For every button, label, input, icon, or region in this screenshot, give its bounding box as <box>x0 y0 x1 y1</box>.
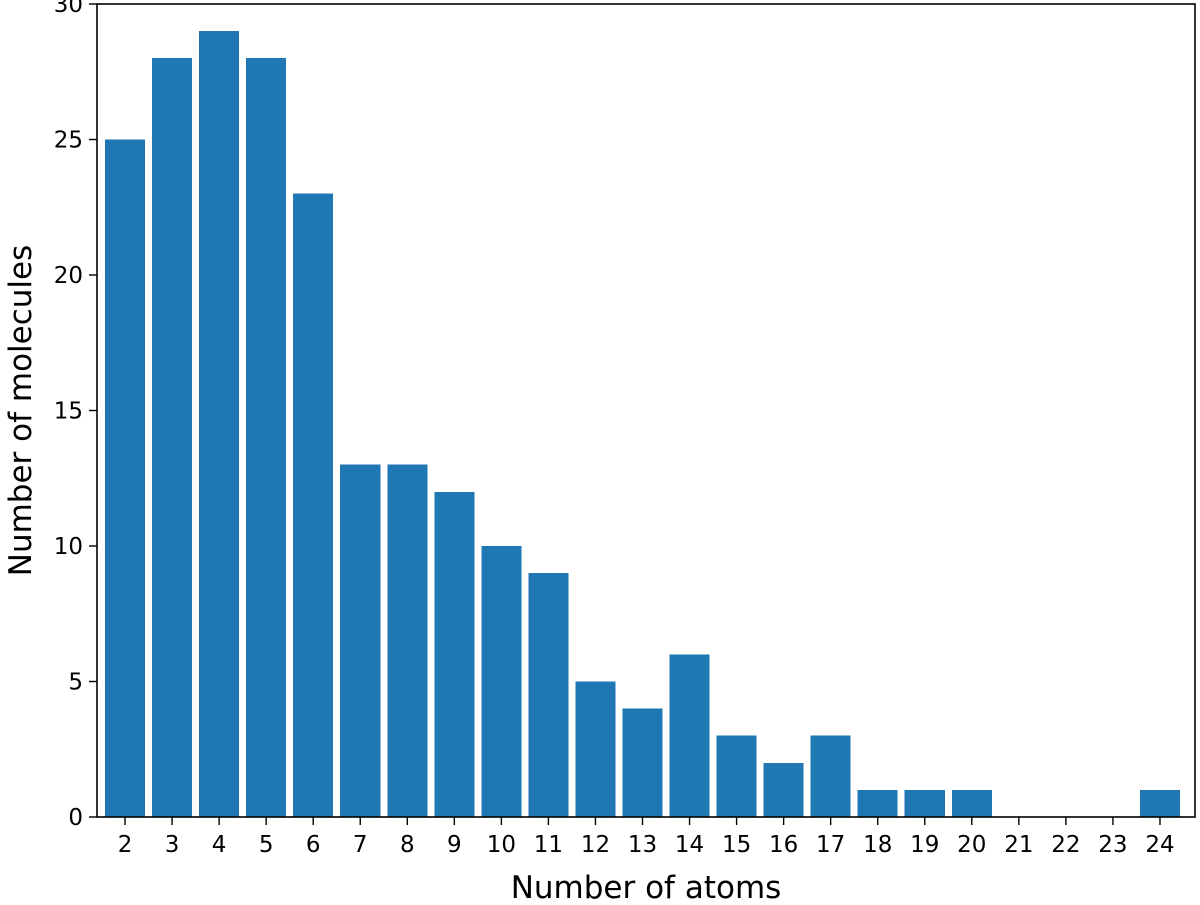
plot-frame <box>96 3 1196 818</box>
y-tick-label: 20 <box>54 263 83 289</box>
bar-16 <box>763 762 804 817</box>
x-tick-label: 17 <box>816 832 845 858</box>
x-tick-label: 16 <box>769 832 798 858</box>
bar-20 <box>951 789 992 817</box>
x-tick-label: 9 <box>447 832 462 858</box>
x-tick-label: 6 <box>306 832 321 858</box>
x-tick-label: 8 <box>400 832 415 858</box>
bar-13 <box>622 708 663 817</box>
bar-4 <box>199 31 240 818</box>
bar-19 <box>904 789 945 817</box>
x-tick-label: 21 <box>1004 832 1033 858</box>
y-axis-ticks: 0 5 10 15 20 25 30 <box>54 0 97 831</box>
bar-8 <box>387 464 428 817</box>
y-tick-label: 0 <box>68 805 83 831</box>
x-tick-label: 4 <box>212 832 227 858</box>
x-tick-label: 7 <box>353 832 368 858</box>
x-tick-label: 2 <box>118 832 133 858</box>
x-tick-label: 23 <box>1098 832 1127 858</box>
x-tick-label: 22 <box>1051 832 1080 858</box>
x-axis-label: Number of atoms <box>511 870 782 905</box>
x-tick-label: 11 <box>534 832 563 858</box>
x-axis-ticks: 2 3 4 5 6 7 8 9 10 11 12 13 14 15 16 17 18 19 20 21 22 23 24 <box>118 817 1175 858</box>
x-tick-label: 18 <box>863 832 892 858</box>
bar-11 <box>528 573 569 817</box>
bar-18 <box>857 789 898 817</box>
bar-2 <box>105 139 146 817</box>
bar-3 <box>152 58 193 817</box>
y-axis-label: Number of molecules <box>3 245 39 577</box>
x-tick-label: 10 <box>487 832 516 858</box>
bar-10 <box>481 546 522 817</box>
x-tick-label: 19 <box>910 832 939 858</box>
x-tick-label: 12 <box>581 832 610 858</box>
bar-12 <box>575 681 616 817</box>
y-tick-label: 10 <box>54 534 83 560</box>
x-tick-label: 3 <box>165 832 180 858</box>
x-tick-label: 15 <box>722 832 751 858</box>
y-tick-label: 30 <box>54 0 83 18</box>
bar-6 <box>293 193 334 817</box>
y-tick-label: 15 <box>54 399 83 425</box>
y-tick-label: 25 <box>54 128 83 154</box>
bar-5 <box>246 58 287 817</box>
x-tick-label: 14 <box>675 832 704 858</box>
bar-24 <box>1139 789 1180 817</box>
x-tick-label: 20 <box>957 832 986 858</box>
bar-9 <box>434 491 475 817</box>
x-tick-label: 24 <box>1145 832 1174 858</box>
y-tick-label: 5 <box>68 670 83 696</box>
x-tick-label: 13 <box>628 832 657 858</box>
x-tick-label: 5 <box>259 832 274 858</box>
bars-group <box>105 31 1180 818</box>
bar-17 <box>810 735 851 817</box>
bar-7 <box>340 464 381 817</box>
bar-14 <box>669 654 710 817</box>
bar-15 <box>716 735 757 817</box>
